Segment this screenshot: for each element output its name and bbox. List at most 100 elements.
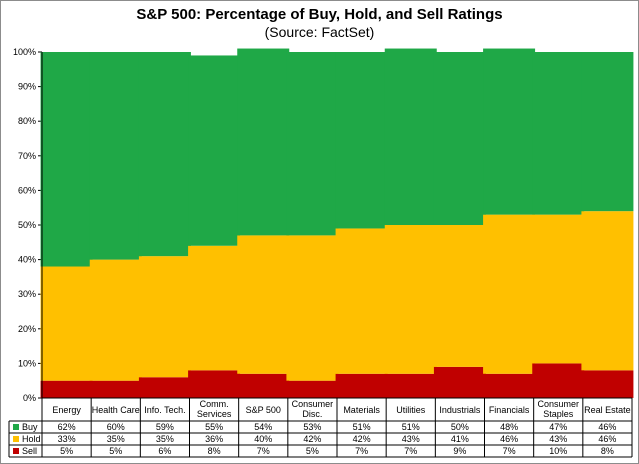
data-label: 35%	[156, 434, 174, 444]
bar-sell	[188, 370, 241, 398]
bar-buy	[384, 48, 437, 225]
data-label: 60%	[107, 422, 125, 432]
bar-hold	[286, 235, 339, 381]
bar-buy	[40, 52, 93, 267]
y-tick-label: 50%	[18, 220, 36, 230]
data-label: 62%	[58, 422, 76, 432]
bar-hold	[483, 214, 536, 374]
bar-buy	[532, 52, 585, 215]
data-label: 41%	[451, 434, 469, 444]
data-label: 33%	[58, 434, 76, 444]
y-tick-label: 80%	[18, 116, 36, 126]
y-tick-label: 30%	[18, 289, 36, 299]
bar-sell	[237, 373, 290, 398]
category-label: Disc.	[302, 409, 322, 419]
data-label: 51%	[402, 422, 420, 432]
legend-key-sell	[13, 448, 19, 454]
bar-buy	[335, 52, 388, 229]
data-label: 5%	[60, 446, 73, 456]
bar-hold	[237, 235, 290, 374]
bar-hold	[335, 228, 388, 374]
data-label: 53%	[303, 422, 321, 432]
y-tick-label: 40%	[18, 255, 36, 265]
data-label: 6%	[158, 446, 171, 456]
bar-sell	[335, 373, 388, 398]
y-tick-label: 100%	[13, 47, 36, 57]
data-label: 8%	[601, 446, 614, 456]
chart-subtitle: (Source: FactSet)	[264, 24, 375, 40]
category-label: Services	[197, 409, 232, 419]
category-label: S&P 500	[246, 405, 281, 415]
category-label: Utilities	[396, 405, 426, 415]
bar-buy	[89, 52, 142, 260]
data-label: 43%	[402, 434, 420, 444]
data-label: 46%	[598, 434, 616, 444]
bar-buy	[581, 52, 634, 212]
legend-key-buy	[13, 424, 19, 430]
bar-sell	[286, 380, 339, 398]
data-label: 51%	[353, 422, 371, 432]
data-label: 42%	[303, 434, 321, 444]
bar-sell	[581, 370, 634, 398]
data-label: 48%	[500, 422, 518, 432]
bar-hold	[138, 256, 191, 378]
data-label: 36%	[205, 434, 223, 444]
data-label: 55%	[205, 422, 223, 432]
category-label: Consumer	[292, 399, 334, 409]
data-label: 35%	[107, 434, 125, 444]
category-label: Consumer	[537, 399, 579, 409]
bar-sell	[532, 363, 585, 398]
data-label: 5%	[109, 446, 122, 456]
category-label: Health Care	[92, 405, 140, 415]
bar-hold	[532, 214, 585, 364]
legend-label-buy: Buy	[22, 422, 38, 432]
bar-hold	[433, 225, 486, 367]
data-label: 7%	[503, 446, 516, 456]
bar-sell	[89, 380, 142, 398]
bar-hold	[89, 259, 142, 381]
bar-sell	[138, 377, 191, 398]
data-label: 40%	[254, 434, 272, 444]
y-tick-label: 90%	[18, 82, 36, 92]
category-label: Real Estate	[584, 405, 631, 415]
bar-buy	[188, 55, 241, 246]
data-label: 46%	[598, 422, 616, 432]
data-label: 50%	[451, 422, 469, 432]
bar-buy	[483, 48, 536, 215]
y-tick-label: 70%	[18, 151, 36, 161]
legend-key-hold	[13, 436, 19, 442]
category-label: Industrials	[439, 405, 481, 415]
bar-sell	[483, 373, 536, 398]
category-label: Comm.	[200, 399, 229, 409]
data-label: 5%	[306, 446, 319, 456]
category-label: Staples	[543, 409, 574, 419]
data-label: 46%	[500, 434, 518, 444]
bar-sell	[40, 380, 93, 398]
bar-buy	[433, 52, 486, 225]
chart-title: S&P 500: Percentage of Buy, Hold, and Se…	[136, 6, 503, 23]
bar-sell	[433, 366, 486, 398]
bar-buy	[138, 52, 191, 257]
category-label: Materials	[343, 405, 380, 415]
data-label: 47%	[549, 422, 567, 432]
bar-hold	[581, 211, 634, 371]
data-label: 8%	[208, 446, 221, 456]
data-label: 7%	[404, 446, 417, 456]
data-label: 42%	[353, 434, 371, 444]
bar-hold	[40, 266, 93, 381]
data-label: 10%	[549, 446, 567, 456]
legend-label-hold: Hold	[22, 434, 41, 444]
y-tick-label: 0%	[23, 393, 36, 403]
bar-buy	[237, 48, 290, 236]
y-tick-label: 20%	[18, 324, 36, 334]
bar-buy	[286, 52, 339, 236]
data-label: 9%	[453, 446, 466, 456]
bar-hold	[384, 225, 437, 374]
category-label: Financials	[489, 405, 530, 415]
data-label: 7%	[355, 446, 368, 456]
data-label: 54%	[254, 422, 272, 432]
category-label: Energy	[52, 405, 81, 415]
y-tick-label: 60%	[18, 185, 36, 195]
data-label: 59%	[156, 422, 174, 432]
